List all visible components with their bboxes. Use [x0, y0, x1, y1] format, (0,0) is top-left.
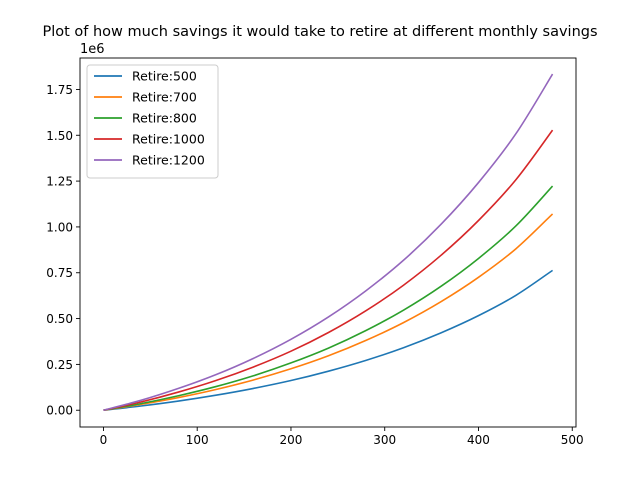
- series-layer: [103, 73, 554, 412]
- series-line-retire-500: [103, 269, 554, 412]
- legend-label: Retire:700: [132, 90, 197, 105]
- x-tick-label: 200: [280, 433, 303, 447]
- legend-label: Retire:1200: [132, 153, 205, 168]
- legend-box: [86, 64, 219, 179]
- series-line-retire-800: [103, 185, 554, 412]
- axes: 0 100 200 300 400 500 0.00 0.25 0.50 0.75 1.00 1.25…: [46, 57, 584, 447]
- x-tick-label: 500: [561, 433, 584, 447]
- y-tick-label: 0.25: [46, 358, 73, 372]
- y-tick-label: 1.25: [46, 175, 73, 189]
- legend-label: Retire:1000: [132, 132, 205, 147]
- legend: Retire:500 Retire:700 Retire:800 Retire:100…: [86, 64, 219, 179]
- series-line-retire-1000: [103, 129, 554, 412]
- x-tick-label: 400: [467, 433, 490, 447]
- legend-label: Retire:500: [132, 69, 197, 84]
- y-tick-label: 0.75: [46, 266, 73, 280]
- x-tick-label: 300: [373, 433, 396, 447]
- plot-frame: [79, 57, 577, 428]
- y-tick-label: 0.50: [46, 312, 73, 326]
- x-tick-label: 0: [100, 433, 108, 447]
- series-line-retire-1200: [103, 73, 554, 412]
- y-axis-offset-label: 1e6: [80, 42, 105, 57]
- y-tick-label: 0.00: [46, 404, 73, 418]
- x-tick-label: 100: [186, 433, 209, 447]
- chart-title: Plot of how much savings it would take t…: [42, 24, 597, 40]
- y-tick-label: 1.50: [46, 129, 73, 143]
- series-line-retire-700: [103, 213, 554, 412]
- legend-label: Retire:800: [132, 111, 197, 126]
- y-tick-label: 1.00: [46, 220, 73, 234]
- y-tick-label: 1.75: [46, 83, 73, 97]
